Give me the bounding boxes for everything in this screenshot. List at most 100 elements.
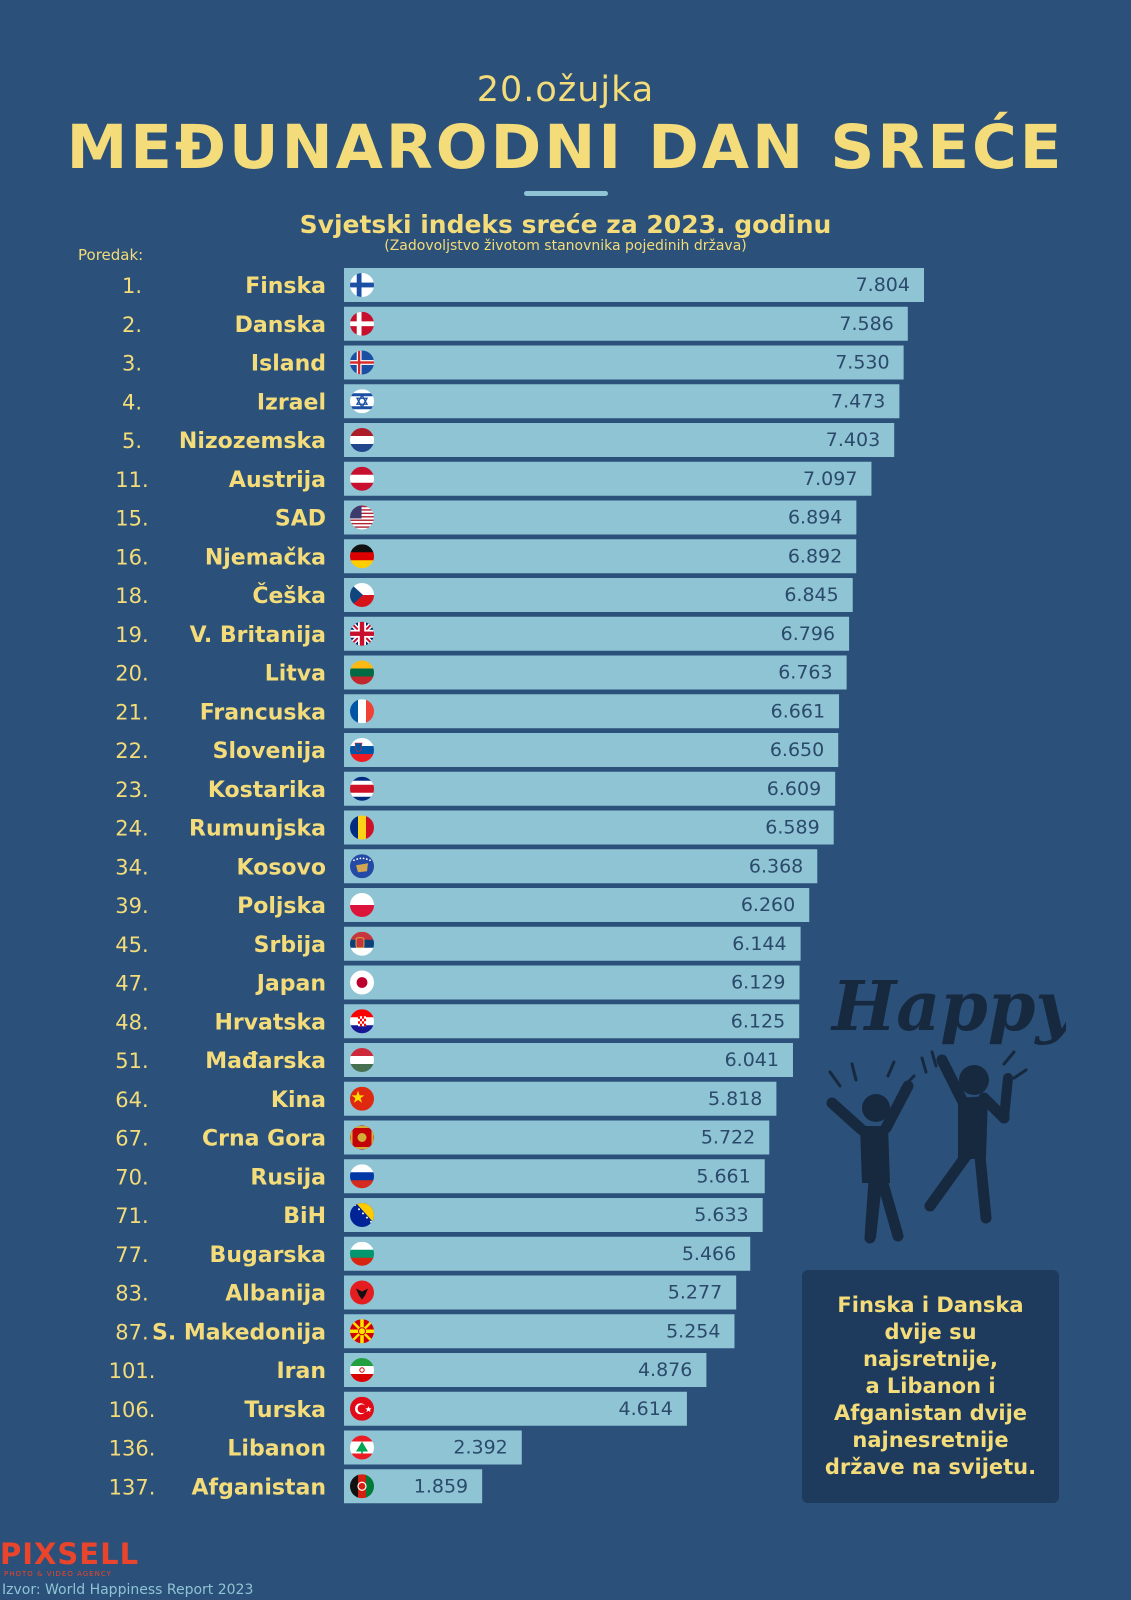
bar-kostarika — [344, 771, 836, 806]
rank-label: 16. — [115, 545, 148, 569]
country-label: Srbija — [254, 933, 326, 958]
rank-label: 2. — [122, 313, 142, 337]
costa-rica-flag — [350, 776, 374, 801]
bar-crna-gora — [344, 1120, 770, 1155]
bar-albanija — [344, 1275, 737, 1310]
bar-mađarska — [344, 1043, 793, 1077]
china-flag — [350, 1086, 374, 1111]
value-label: 5.466 — [682, 1243, 736, 1265]
value-label: 6.796 — [781, 623, 835, 645]
value-label: 6.609 — [767, 778, 821, 800]
albania-flag — [350, 1280, 374, 1305]
country-label: Hrvatska — [214, 1010, 326, 1035]
bar-danska — [344, 306, 908, 341]
country-label: Austrija — [229, 468, 326, 493]
country-label: Rumunjska — [189, 817, 326, 842]
bar-poljska — [344, 888, 810, 922]
bar-bugarska — [344, 1236, 751, 1271]
rank-label: 51. — [115, 1049, 148, 1073]
country-label: Litva — [265, 662, 326, 687]
country-label: Njemačka — [205, 545, 326, 570]
rank-label: 34. — [115, 855, 148, 879]
bar-s-makedonija — [344, 1314, 735, 1349]
rank-label: 18. — [115, 584, 148, 608]
bulgaria-flag — [350, 1241, 374, 1266]
country-label: BiH — [283, 1204, 326, 1229]
rank-label: 22. — [115, 739, 148, 763]
value-label: 4.876 — [638, 1359, 692, 1381]
pixsell-logo-subtitle: PHOTO & VIDEO AGENCY — [4, 1570, 112, 1578]
value-label: 6.368 — [749, 855, 803, 877]
rank-label: 64. — [115, 1088, 148, 1112]
callout-text: Finska i Danska dvije su najsretnije, a … — [824, 1293, 1037, 1479]
lebanon-flag — [350, 1435, 374, 1460]
rank-label: 24. — [115, 817, 148, 841]
value-label: 2.392 — [453, 1437, 507, 1459]
iceland-flag — [350, 350, 374, 375]
title-divider — [524, 191, 608, 196]
austria-flag — [350, 466, 374, 491]
afghanistan-flag — [350, 1474, 374, 1499]
rank-label: 67. — [115, 1127, 148, 1151]
value-label: 5.722 — [701, 1127, 755, 1149]
country-label: Kina — [271, 1088, 326, 1113]
france-flag — [350, 699, 374, 724]
value-label: 6.041 — [725, 1049, 779, 1071]
rank-label: 47. — [115, 972, 148, 996]
rank-label: 3. — [122, 352, 142, 376]
bar-japan — [344, 965, 800, 1000]
rank-label: 136. — [109, 1437, 156, 1461]
montenegro-flag — [350, 1125, 374, 1150]
bar-njemačka — [344, 539, 857, 574]
rank-label: 5. — [122, 429, 142, 453]
bar-nizozemska — [344, 423, 895, 457]
country-label: Japan — [255, 972, 326, 997]
value-label: 5.254 — [666, 1320, 720, 1342]
country-label: Nizozemska — [179, 429, 326, 454]
rank-label: 70. — [115, 1165, 148, 1189]
netherlands-flag — [350, 428, 374, 452]
rank-label: 23. — [115, 778, 148, 802]
value-label: 5.633 — [694, 1204, 748, 1226]
rank-label: 106. — [109, 1398, 156, 1422]
czechia-flag — [350, 583, 374, 607]
lithuania-flag — [350, 660, 374, 685]
croatia-flag — [350, 1009, 374, 1034]
value-label: 7.530 — [835, 352, 889, 374]
country-label: Afganistan — [191, 1475, 326, 1500]
rank-label: 19. — [115, 623, 148, 647]
country-label: Turska — [244, 1398, 326, 1423]
value-label: 5.818 — [708, 1088, 762, 1110]
value-label: 6.894 — [788, 507, 842, 529]
date-label: 20.ožujka — [476, 70, 655, 110]
country-label: Iran — [276, 1359, 326, 1384]
rank-label: 71. — [115, 1204, 148, 1228]
russia-flag — [350, 1164, 374, 1189]
bar-iran — [344, 1353, 707, 1387]
bar-rumunjska — [344, 810, 834, 845]
rank-label: 39. — [115, 894, 148, 918]
rank-label: 77. — [115, 1243, 148, 1267]
bar-češka — [344, 578, 853, 612]
country-label: Island — [251, 352, 326, 377]
bar-v-britanija — [344, 616, 850, 651]
value-label: 5.661 — [696, 1165, 750, 1187]
value-label: 6.125 — [731, 1010, 785, 1032]
value-label: 7.804 — [856, 274, 910, 296]
poland-flag — [350, 893, 374, 917]
value-label: 7.403 — [826, 429, 880, 451]
country-label: Bugarska — [210, 1243, 326, 1268]
bosnia-flag — [350, 1203, 374, 1227]
country-label: Izrael — [257, 390, 326, 415]
denmark-flag — [350, 311, 374, 336]
bar-izrael — [344, 384, 900, 419]
bar-litva — [344, 655, 847, 690]
happy-people-icon: Happy — [826, 968, 1066, 1244]
rank-label: 20. — [115, 662, 148, 686]
rank-label: 45. — [115, 933, 148, 957]
bar-slovenija — [344, 733, 839, 767]
bar-hrvatska — [344, 1004, 800, 1039]
bar-rusija — [344, 1159, 765, 1194]
country-label: Kosovo — [237, 855, 326, 880]
